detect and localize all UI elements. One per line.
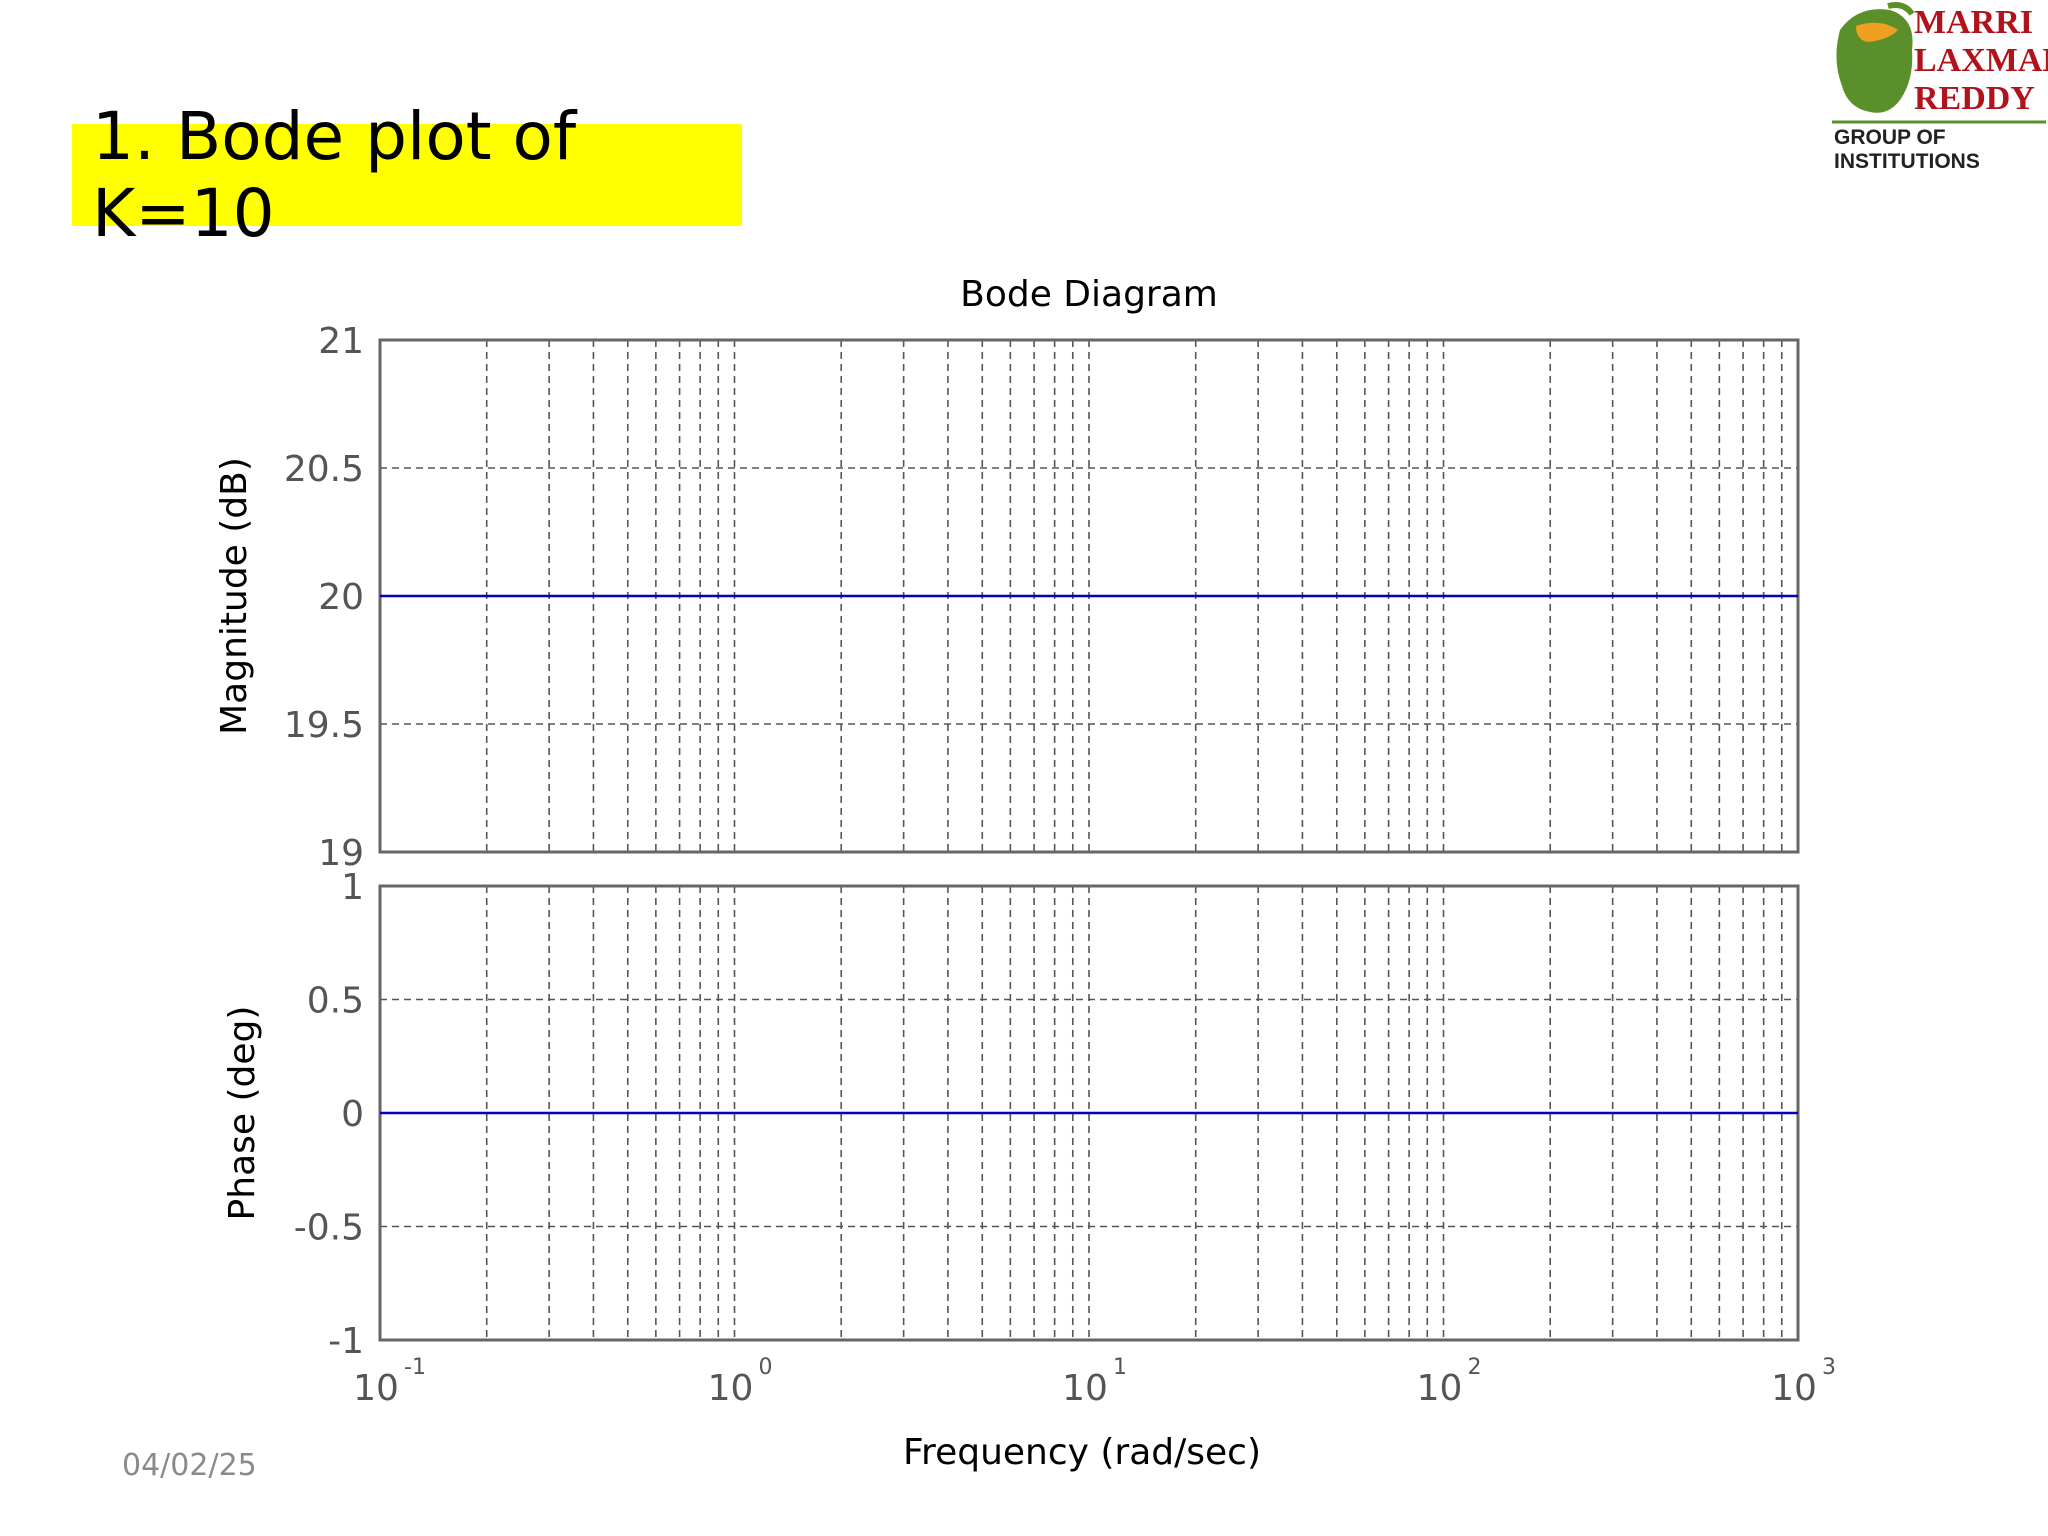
- slide-title: 1. Bode plot of K=10: [72, 98, 742, 252]
- logo-subtitle: GROUP OF INSTITUTIONS: [1834, 126, 1980, 173]
- x-tick-exponent: 0: [759, 1355, 773, 1380]
- x-tick-label: 10: [1417, 1368, 1463, 1409]
- phase-y-tick-label: -0.5: [294, 1208, 364, 1249]
- slide-date: 04/02/25: [122, 1448, 257, 1483]
- x-tick-label: 10: [1062, 1368, 1108, 1409]
- phase-y-tick-label: 1: [341, 867, 364, 908]
- logo-line-3: REDDY: [1914, 80, 2035, 117]
- institution-logo: MARRI LAXMAN REDDY GROUP OF INSTITUTIONS: [1828, 0, 2048, 173]
- logo-line-1: MARRI: [1914, 4, 2033, 41]
- x-tick-label: 10: [353, 1368, 399, 1409]
- magnitude-y-tick-label: 19.5: [284, 705, 364, 746]
- x-tick-exponent: 2: [1468, 1355, 1482, 1380]
- magnitude-y-tick-label: 20: [318, 577, 364, 618]
- x-tick-label: 10: [1771, 1368, 1817, 1409]
- magnitude-y-tick-label: 19: [318, 833, 364, 874]
- logo-line-2: LAXMAN: [1914, 42, 2048, 79]
- x-axis-label: Frequency (rad/sec): [903, 1432, 1261, 1473]
- x-tick-label: 10: [708, 1368, 754, 1409]
- magnitude-y-tick-label: 20.5: [284, 449, 364, 490]
- x-tick-exponent: -1: [404, 1355, 426, 1380]
- phase-y-tick-label: -1: [328, 1321, 364, 1362]
- magnitude-y-tick-label: 21: [318, 321, 364, 362]
- chart-title: Bode Diagram: [960, 274, 1218, 315]
- emblem-icon: [1832, 2, 2046, 124]
- phase-y-tick-label: 0.5: [307, 981, 364, 1022]
- phase-y-tick-label: 0: [341, 1094, 364, 1135]
- x-tick-exponent: 3: [1822, 1355, 1836, 1380]
- x-tick-exponent: 1: [1113, 1355, 1127, 1380]
- magnitude-axis-label: Magnitude (dB): [214, 457, 255, 735]
- slide-title-text: 1. Bode plot of K=10: [92, 98, 577, 252]
- phase-axis-label: Phase (deg): [222, 1006, 263, 1221]
